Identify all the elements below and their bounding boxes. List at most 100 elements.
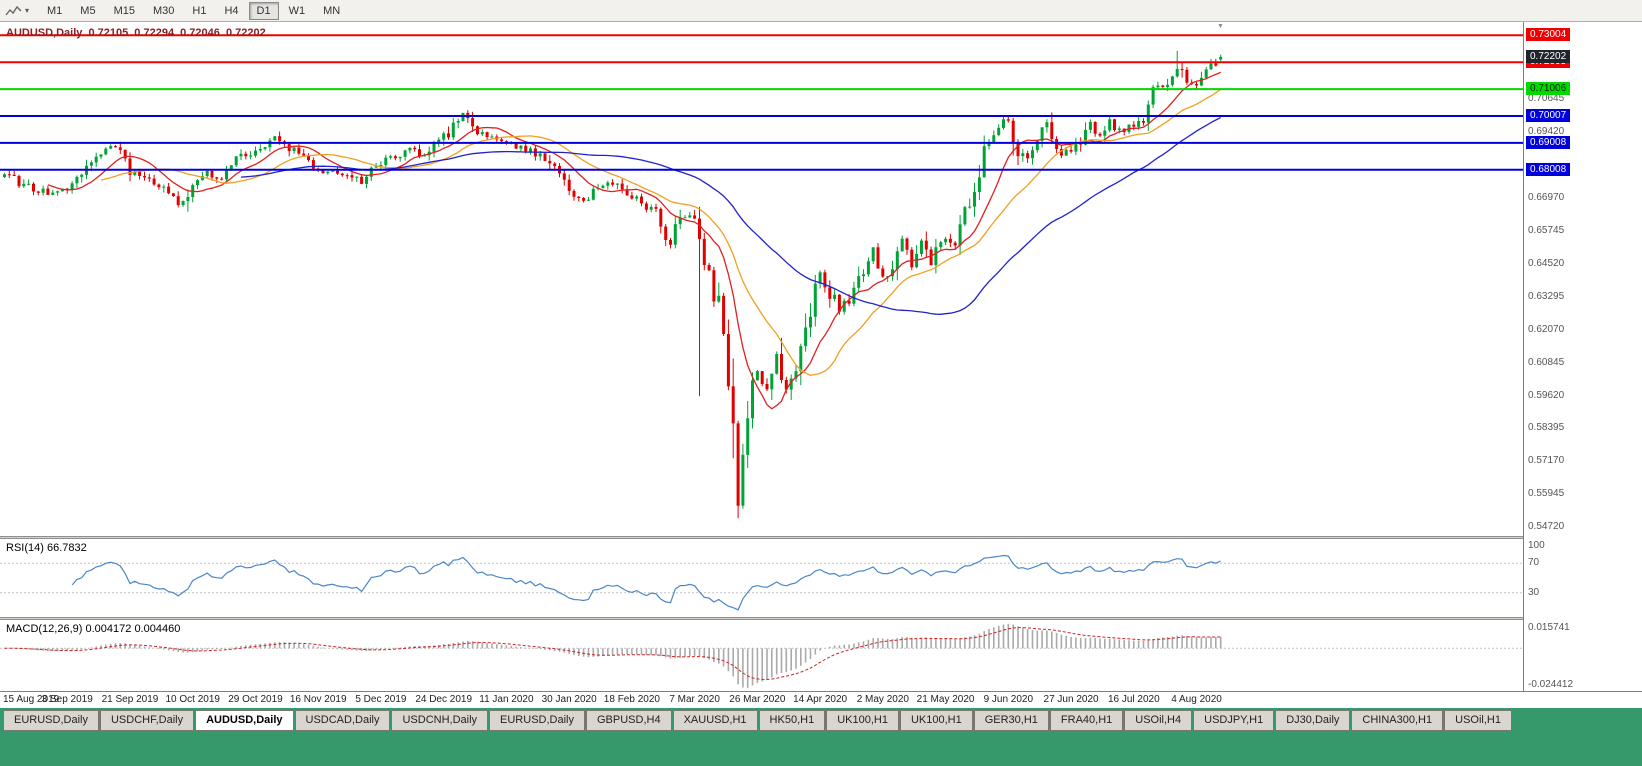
current-price-badge: 0.72202 [1526, 50, 1571, 63]
timeframe-toolbar: ▾ M1 M5 M15 M30 H1 H4 D1 W1 MN [0, 0, 1642, 22]
date-label: 16 Jul 2020 [1107, 694, 1160, 705]
time-axis[interactable]: 15 Aug 2019 3 Sep 2019 21 Sep 2019 10 Oct 2… [0, 691, 1642, 708]
price-axis-label: 0.62070 [1528, 324, 1565, 335]
chart-tab-eurusd-daily[interactable]: EURUSD,Daily [489, 710, 585, 731]
chart-tab-xauusd-h1[interactable]: XAUUSD,H1 [672, 710, 758, 731]
price-axis-label: 0.60845 [1528, 357, 1565, 368]
chart-tab-usdchf-daily[interactable]: USDCHF,Daily [99, 710, 195, 731]
rsi-name: RSI(14) [6, 542, 44, 554]
timeframe-button-m30[interactable]: M30 [152, 4, 175, 17]
price-axis-label: 0.63295 [1528, 291, 1565, 302]
chart-cursor-icon[interactable]: ▾ [5, 4, 29, 18]
date-label: 26 Mar 2020 [729, 694, 786, 705]
date-label: 2 May 2020 [856, 694, 909, 705]
chart-tab-audusd-daily[interactable]: AUDUSD,Daily [195, 710, 294, 731]
ma-50-line [240, 117, 1221, 315]
macd-histogram [13, 623, 1222, 688]
date-label: 15 Aug 2019 [3, 694, 60, 705]
chart-tab-china300-h1[interactable]: CHINA300,H1 [1351, 710, 1444, 731]
date-label: 16 Nov 2019 [289, 694, 347, 705]
chart-tab-usdjpy-h1[interactable]: USDJPY,H1 [1193, 710, 1275, 731]
ma-21-line [100, 88, 1222, 376]
chart-tab-dj30-daily[interactable]: DJ30,Daily [1275, 710, 1351, 731]
price-axis-label: 0.57170 [1528, 455, 1565, 466]
price-axis[interactable]: 0.70645 0.69420 0.66970 0.65745 0.64520 0.632… [1523, 22, 1642, 691]
timeframe-button-m1[interactable]: M1 [47, 4, 63, 17]
timeframe-button-h4[interactable]: H4 [224, 4, 239, 17]
date-label: 21 May 2020 [916, 694, 975, 705]
date-label: 3 Sep 2019 [41, 694, 93, 705]
rsi-chart-svg [0, 554, 1523, 611]
panel-separator[interactable] [0, 617, 1642, 620]
date-label: 5 Dec 2019 [355, 694, 407, 705]
candlestick-chart-svg [0, 34, 1523, 519]
panel-separator[interactable] [0, 536, 1642, 539]
date-label: 10 Oct 2019 [165, 694, 220, 705]
rsi-axis-label: 30 [1528, 587, 1540, 598]
ohlc-close: 0.72202 [225, 27, 266, 39]
rsi-line [71, 554, 1221, 611]
dropdown-caret-icon[interactable]: ▾ [25, 6, 30, 15]
ohlc-high: 0.72294 [134, 27, 175, 39]
macd-value-1: 0.004172 [85, 623, 132, 635]
timeframe-button-h1[interactable]: H1 [192, 4, 207, 17]
chart-tab-usoil-h4[interactable]: USOil,H4 [1124, 710, 1193, 731]
price-axis-label: 0.55945 [1528, 488, 1565, 499]
timeframe-button-m15[interactable]: M15 [113, 4, 135, 17]
rsi-value: 66.7832 [46, 542, 87, 554]
chart-title: AUDUSD,Daily 0.72105 0.72294 0.72046 0.7… [6, 27, 269, 39]
date-label: 24 Dec 2019 [415, 694, 473, 705]
date-label: 21 Sep 2019 [101, 694, 159, 705]
macd-signal-line [4, 627, 1221, 681]
date-label: 4 Aug 2020 [1171, 694, 1222, 705]
chart-tab-gbpusd-h4[interactable]: GBPUSD,H4 [586, 710, 672, 731]
ohlc-open: 0.72105 [88, 27, 129, 39]
chart-tab-usdcnh-daily[interactable]: USDCNH,Daily [391, 710, 489, 731]
price-axis-label: 0.65745 [1528, 225, 1565, 236]
rsi-axis-label: 100 [1528, 540, 1545, 551]
chart-tab-uk100-h1[interactable]: UK100,H1 [826, 710, 899, 731]
chart-tab-eurusd-daily[interactable]: EURUSD,Daily [3, 710, 99, 731]
price-level-badge: 0.69008 [1526, 136, 1571, 149]
price-level-badge: 0.71006 [1526, 82, 1571, 95]
chart-tab-hk50-h1[interactable]: HK50,H1 [758, 710, 826, 731]
date-label: 30 Jan 2020 [541, 694, 597, 705]
chart-tab-usoil-h1[interactable]: USOil,H1 [1444, 710, 1512, 731]
timeframe-buttons: M1 M5 M15 M30 H1 H4 D1 W1 MN [39, 1, 348, 20]
ma-10-line [47, 71, 1221, 410]
price-level-badge: 0.73004 [1526, 28, 1571, 41]
macd-indicator-label: MACD(12,26,9) 0.004172 0.004460 [6, 623, 180, 635]
macd-chart-svg [0, 623, 1523, 688]
chart-shift-marker[interactable]: ▼ [1217, 23, 1224, 30]
chart-tab-usdcad-daily[interactable]: USDCAD,Daily [294, 710, 391, 731]
date-label: 7 Mar 2020 [669, 694, 720, 705]
timeframe-button-m5[interactable]: M5 [80, 4, 96, 17]
rsi-axis-label: 70 [1528, 557, 1540, 568]
chart-tab-ger30-h1[interactable]: GER30,H1 [973, 710, 1049, 731]
price-axis-label: 0.69420 [1528, 126, 1565, 137]
ohlc-low: 0.72046 [180, 27, 220, 39]
price-axis-label: 0.54720 [1528, 521, 1565, 532]
timeframe-button-w1[interactable]: W1 [288, 4, 306, 17]
price-level-badge: 0.68008 [1526, 163, 1571, 176]
macd-value-2: 0.004460 [134, 623, 181, 635]
date-label: 27 Jun 2020 [1043, 694, 1099, 705]
chart-tab-fra40-h1[interactable]: FRA40,H1 [1049, 710, 1124, 731]
timeframe-button-mn[interactable]: MN [323, 4, 341, 17]
macd-axis-label: -0.024412 [1528, 679, 1574, 690]
macd-axis-label: 0.015741 [1528, 622, 1570, 633]
date-label: 29 Oct 2019 [228, 694, 283, 705]
price-axis-label: 0.66970 [1528, 192, 1565, 203]
mini-chart-icon [5, 5, 22, 15]
candlestick-series [3, 50, 1223, 519]
chart-tab-uk100-h1[interactable]: UK100,H1 [899, 710, 973, 731]
date-label: 9 Jun 2020 [983, 694, 1034, 705]
price-level-badge: 0.70007 [1526, 109, 1571, 122]
macd-panel[interactable]: MACD(12,26,9) 0.004172 0.004460 [0, 620, 1523, 691]
chart-tab-bar: EURUSD,Daily USDCHF,Daily AUDUSD,Daily USDC… [0, 708, 1642, 766]
rsi-panel[interactable]: RSI(14) 66.7832 [0, 539, 1523, 617]
timeframe-button-d1[interactable]: D1 [248, 1, 279, 20]
date-label: 18 Feb 2020 [603, 694, 660, 705]
price-chart-panel[interactable]: AUDUSD,Daily 0.72105 0.72294 0.72046 0.7… [0, 22, 1523, 536]
